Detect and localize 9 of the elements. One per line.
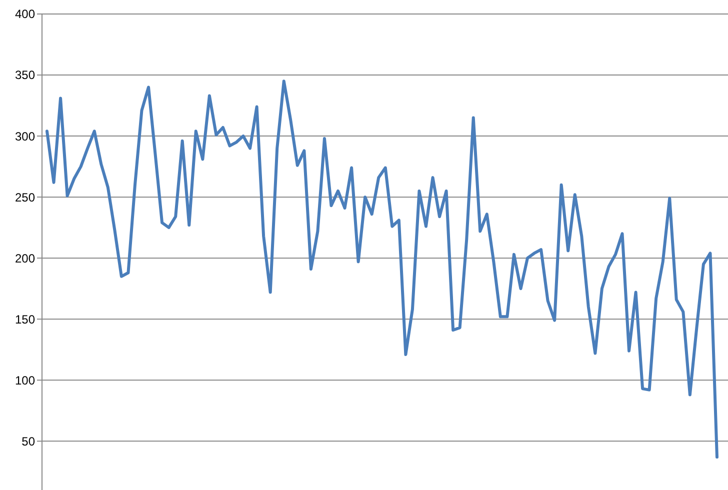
y-tick-label: 250 bbox=[14, 190, 36, 204]
y-tick-label: 350 bbox=[14, 68, 36, 82]
y-tick-label: 200 bbox=[14, 251, 36, 266]
y-tick-label: 100 bbox=[14, 373, 36, 388]
y-tick-label: 50 bbox=[22, 434, 36, 448]
y-tick-label: 150 bbox=[14, 312, 36, 326]
y-tick-label: 400 bbox=[14, 7, 36, 22]
line-series bbox=[46, 80, 718, 459]
y-tick-label: 300 bbox=[14, 129, 36, 144]
